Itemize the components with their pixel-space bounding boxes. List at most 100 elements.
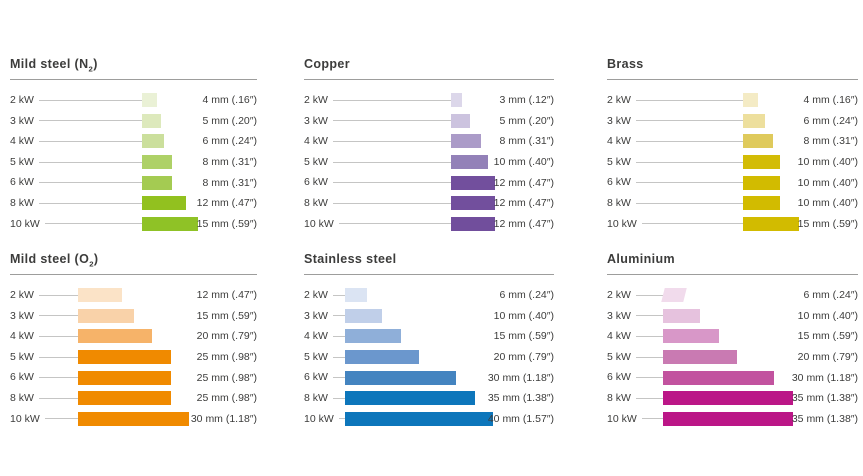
value-label: 40 mm (1.57″) xyxy=(487,412,554,425)
chart-row: 10 kW 15 mm (.59″) xyxy=(10,214,257,235)
chart-row: 2 kW 4 mm (.16″) xyxy=(10,90,257,111)
leader-line xyxy=(44,418,78,420)
bar-area: 35 mm (1.38″) xyxy=(663,409,858,430)
value-label: 4 mm (.16″) xyxy=(202,94,257,107)
power-label: 4 kW xyxy=(10,135,34,148)
leader-line xyxy=(332,397,345,399)
bar-rows: 2 kW 3 mm (.12″) 3 kW 5 mm (.20″) 4 kW 8 mm (… xyxy=(304,90,554,234)
panel-title-mild-steel-n2: Mild steel (N2) xyxy=(10,57,98,74)
chart-row: 5 kW 10 mm (.40″) xyxy=(607,152,858,173)
bar-stainless-steel-3kW xyxy=(345,308,382,323)
bar-area: 15 mm (.59″) xyxy=(663,326,858,347)
panel-title-stainless-steel: Stainless steel xyxy=(304,252,397,266)
panel-mild-steel-n2: Mild steel (N2) 2 kW 4 mm (.16″) 3 kW 5 mm (… xyxy=(10,50,257,234)
bar-mild-steel-o2-2kW xyxy=(78,288,123,303)
chart-row: 4 kW 6 mm (.24″) xyxy=(10,131,257,152)
chart-row: 10 kW 12 mm (.47″) xyxy=(304,214,554,235)
panel-mild-steel-o2: Mild steel (O2) 2 kW 12 mm (.47″) 3 kW 15 mm… xyxy=(10,245,257,429)
leader-line xyxy=(332,356,345,358)
power-label: 10 kW xyxy=(304,412,334,425)
title-subscript: 2 xyxy=(88,64,94,74)
leader-line xyxy=(332,99,451,101)
value-label: 5 mm (.20″) xyxy=(499,114,554,127)
title-rule xyxy=(607,274,858,275)
bar-copper-8kW xyxy=(451,196,496,211)
bar-area: 12 mm (.47″) xyxy=(451,172,554,193)
value-label: 25 mm (.98″) xyxy=(196,371,257,384)
chart-row: 6 kW 10 mm (.40″) xyxy=(607,172,858,193)
bar-brass-6kW xyxy=(743,175,780,190)
bar-copper-2kW xyxy=(451,93,463,108)
bar-stainless-steel-8kW xyxy=(345,391,475,406)
power-label: 8 kW xyxy=(304,197,328,210)
bar-brass-5kW xyxy=(743,155,780,170)
leader-line xyxy=(38,140,142,142)
bar-area: 10 mm (.40″) xyxy=(743,172,858,193)
leader-line xyxy=(635,377,663,379)
power-label: 8 kW xyxy=(10,392,34,405)
value-label: 30 mm (1.18″) xyxy=(190,412,257,425)
leader-line xyxy=(338,418,345,420)
bar-stainless-steel-2kW xyxy=(345,288,368,303)
bar-brass-3kW xyxy=(743,113,766,128)
title-rule xyxy=(304,79,554,80)
chart-row: 6 kW 8 mm (.31″) xyxy=(10,172,257,193)
power-label: 2 kW xyxy=(304,289,328,302)
chart-row: 6 kW 30 mm (1.18″) xyxy=(304,367,554,388)
bar-area: 35 mm (1.38″) xyxy=(663,388,858,409)
bar-stainless-steel-5kW xyxy=(345,350,419,365)
chart-row: 4 kW 8 mm (.31″) xyxy=(304,131,554,152)
bar-area: 30 mm (1.18″) xyxy=(663,367,858,388)
title-rule xyxy=(10,274,257,275)
bar-area: 5 mm (.20″) xyxy=(142,111,257,132)
value-label: 15 mm (.59″) xyxy=(797,330,858,343)
chart-row: 8 kW 35 mm (1.38″) xyxy=(304,388,554,409)
value-label: 6 mm (.24″) xyxy=(803,114,858,127)
bar-rows: 2 kW 6 mm (.24″) 3 kW 10 mm (.40″) 4 kW 15 mm… xyxy=(607,285,858,429)
value-label: 30 mm (1.18″) xyxy=(487,371,554,384)
value-label: 12 mm (.47″) xyxy=(493,217,554,230)
bar-area: 40 mm (1.57″) xyxy=(345,409,554,430)
bar-mild-steel-n2-4kW xyxy=(142,134,165,149)
value-label: 10 mm (.40″) xyxy=(493,155,554,168)
bar-area: 3 mm (.12″) xyxy=(451,90,554,111)
bar-area: 12 mm (.47″) xyxy=(451,214,554,235)
value-label: 10 mm (.40″) xyxy=(493,309,554,322)
panel-copper: Copper 2 kW 3 mm (.12″) 3 kW 5 mm (.20″) 4 kW… xyxy=(304,50,554,234)
value-label: 8 mm (.31″) xyxy=(202,155,257,168)
power-label: 8 kW xyxy=(607,392,631,405)
power-label: 6 kW xyxy=(304,176,328,189)
bar-area: 12 mm (.47″) xyxy=(142,193,257,214)
value-label: 5 mm (.20″) xyxy=(202,114,257,127)
bar-area: 6 mm (.24″) xyxy=(743,111,858,132)
leader-line xyxy=(38,315,78,317)
bar-brass-8kW xyxy=(743,196,780,211)
bar-mild-steel-o2-4kW xyxy=(78,329,152,344)
chart-row: 2 kW 4 mm (.16″) xyxy=(607,90,858,111)
bar-aluminium-3kW xyxy=(663,308,700,323)
leader-line xyxy=(38,99,142,101)
value-label: 20 mm (.79″) xyxy=(196,330,257,343)
chart-row: 8 kW 35 mm (1.38″) xyxy=(607,388,858,409)
bar-rows: 2 kW 4 mm (.16″) 3 kW 6 mm (.24″) 4 kW 8 mm (… xyxy=(607,90,858,234)
value-label: 25 mm (.98″) xyxy=(196,350,257,363)
value-label: 12 mm (.47″) xyxy=(493,176,554,189)
leader-line xyxy=(38,397,78,399)
bar-area: 6 mm (.24″) xyxy=(345,285,554,306)
value-label: 8 mm (.31″) xyxy=(202,176,257,189)
panel-title-mild-steel-o2: Mild steel (O2) xyxy=(10,252,99,269)
chart-row: 2 kW 6 mm (.24″) xyxy=(304,285,554,306)
title-rule xyxy=(10,79,257,80)
chart-row: 3 kW 10 mm (.40″) xyxy=(607,306,858,327)
power-label: 3 kW xyxy=(607,309,631,322)
value-label: 25 mm (.98″) xyxy=(196,392,257,405)
value-label: 6 mm (.24″) xyxy=(202,135,257,148)
chart-row: 4 kW 15 mm (.59″) xyxy=(304,326,554,347)
power-label: 3 kW xyxy=(10,114,34,127)
bar-area: 10 mm (.40″) xyxy=(743,193,858,214)
bar-mild-steel-o2-6kW xyxy=(78,370,171,385)
bar-aluminium-5kW xyxy=(663,350,737,365)
bar-area: 10 mm (.40″) xyxy=(663,306,858,327)
chart-row: 4 kW 15 mm (.59″) xyxy=(607,326,858,347)
